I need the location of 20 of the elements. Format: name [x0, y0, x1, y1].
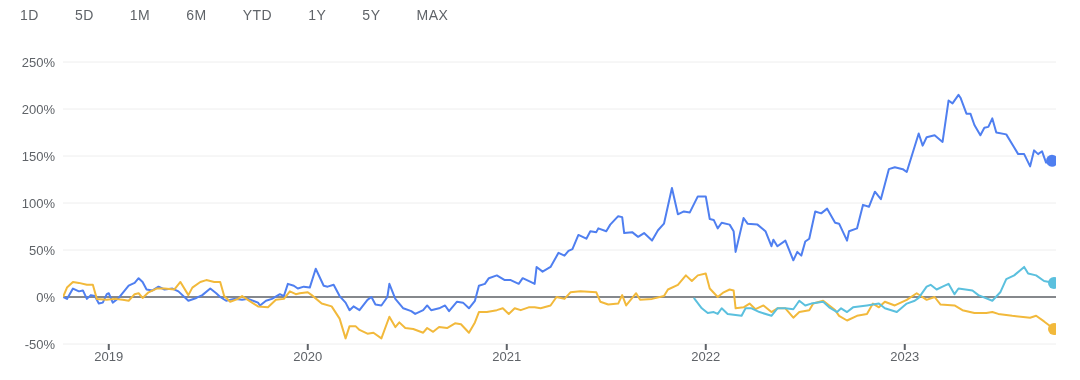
text: 5Y [362, 7, 381, 23]
y-tick-label: 250% [21, 54, 56, 70]
y-tick-label: 50% [28, 242, 56, 258]
x-tick-label: 2020 [293, 349, 323, 365]
text: 6M [186, 7, 207, 23]
text: 1Y [308, 7, 327, 23]
text: YTD [242, 7, 273, 23]
x-tick-label: 2022 [691, 349, 721, 365]
x-tick-label: 2019 [94, 349, 124, 365]
y-tick-label: 200% [21, 101, 56, 117]
text: 1D [20, 7, 39, 23]
text: 1M [129, 7, 151, 23]
y-tick-label: 100% [21, 195, 56, 211]
x-tick-label: 2023 [890, 349, 920, 365]
x-tick-label: 2021 [492, 349, 522, 365]
text: 5D [74, 7, 94, 23]
text: MAX [416, 7, 449, 23]
y-tick-label: -50% [24, 336, 56, 352]
y-tick-label: 150% [21, 148, 56, 164]
y-tick-label: 0% [36, 289, 56, 305]
